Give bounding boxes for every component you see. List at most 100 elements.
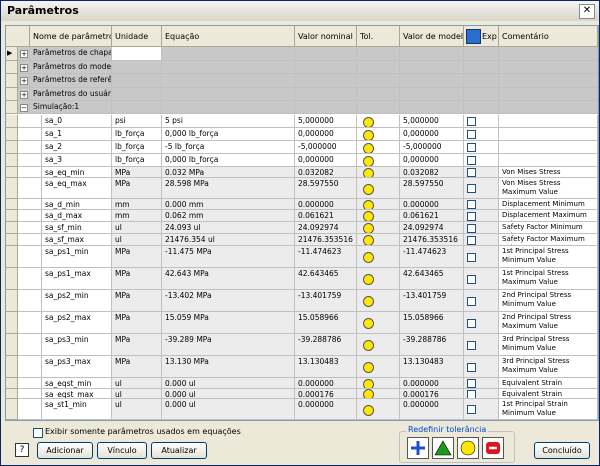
export-checkbox[interactable] xyxy=(467,117,476,126)
tolerance-cell[interactable] xyxy=(357,312,400,334)
export-checkbox[interactable] xyxy=(467,379,476,388)
parameter-name[interactable]: sa_eq_max xyxy=(42,178,112,199)
tolerance-cell[interactable] xyxy=(357,290,400,312)
export-checkbox[interactable] xyxy=(467,405,476,414)
export-cell[interactable] xyxy=(464,312,499,334)
expand-toggle[interactable]: + xyxy=(18,87,30,101)
export-checkbox[interactable] xyxy=(467,223,476,233)
tolerance-cell[interactable] xyxy=(357,378,400,389)
tolerance-cell[interactable] xyxy=(357,210,400,222)
close-button[interactable]: ✕ xyxy=(579,4,595,19)
expand-toggle[interactable]: − xyxy=(18,101,30,114)
tolerance-cell[interactable] xyxy=(357,154,400,167)
export-cell[interactable] xyxy=(464,378,499,389)
export-cell[interactable] xyxy=(464,389,499,399)
export-cell[interactable] xyxy=(464,199,499,210)
parameter-name[interactable]: sa_ps1_max xyxy=(42,268,112,290)
tolerance-cell[interactable] xyxy=(357,178,400,199)
export-checkbox[interactable] xyxy=(467,184,476,193)
parameter-name[interactable]: sa_ps1_min xyxy=(42,246,112,268)
parameter-name[interactable]: sa_ps2_min xyxy=(42,290,112,312)
checkbox[interactable] xyxy=(33,428,43,438)
parameter-name[interactable]: sa_3 xyxy=(42,154,112,167)
tolerance-cell[interactable] xyxy=(357,246,400,268)
expand-toggle[interactable]: + xyxy=(18,60,30,74)
parameter-name[interactable]: sa_2 xyxy=(42,141,112,154)
parameter-name[interactable]: sa_1 xyxy=(42,128,112,141)
tolerance-cell[interactable] xyxy=(357,222,400,234)
tolerance-cell[interactable] xyxy=(357,334,400,356)
tolerance-cell[interactable] xyxy=(357,389,400,399)
export-cell[interactable] xyxy=(464,268,499,290)
upper-tolerance-button[interactable] xyxy=(407,437,429,459)
tolerance-cell[interactable] xyxy=(357,234,400,246)
export-checkbox[interactable] xyxy=(467,296,476,306)
export-cell[interactable] xyxy=(464,167,499,178)
lower-tolerance-button[interactable] xyxy=(482,437,504,459)
tolerance-cell[interactable] xyxy=(357,141,400,154)
export-cell[interactable] xyxy=(464,210,499,222)
export-cell[interactable] xyxy=(464,128,499,141)
tolerance-cell[interactable] xyxy=(357,199,400,210)
export-checkbox[interactable] xyxy=(467,130,476,139)
equation-cell[interactable]: -5 lb_força xyxy=(162,141,295,154)
parameter-name[interactable]: sa_sf_max xyxy=(42,234,112,246)
export-cell[interactable] xyxy=(464,334,499,356)
parameter-name[interactable]: sa_sf_min xyxy=(42,222,112,234)
parameter-name[interactable]: sa_ps3_min xyxy=(42,334,112,356)
tolerance-cell[interactable] xyxy=(357,399,400,420)
unit-cell[interactable]: lb_força xyxy=(112,154,162,167)
export-checkbox[interactable] xyxy=(467,318,476,328)
tolerance-cell[interactable] xyxy=(357,128,400,141)
parameter-name[interactable]: sa_eqst_min xyxy=(42,378,112,389)
parameter-name[interactable]: sa_0 xyxy=(42,115,112,128)
parameter-name[interactable]: sa_d_min xyxy=(42,199,112,210)
export-cell[interactable] xyxy=(464,246,499,268)
export-checkbox[interactable] xyxy=(467,143,476,152)
parameter-name[interactable]: sa_eq_min xyxy=(42,167,112,178)
done-button[interactable]: Concluído xyxy=(534,442,590,459)
help-button[interactable]: ? xyxy=(15,443,29,457)
parameter-name[interactable]: sa_eqst_max xyxy=(42,389,112,399)
export-cell[interactable] xyxy=(464,115,499,128)
parameter-name[interactable]: sa_ps2_max xyxy=(42,312,112,334)
export-checkbox[interactable] xyxy=(467,156,476,165)
nominal-tolerance-button[interactable] xyxy=(457,437,479,459)
export-checkbox[interactable] xyxy=(467,211,476,221)
export-cell[interactable] xyxy=(464,141,499,154)
tolerance-cell[interactable] xyxy=(357,167,400,178)
equation-cell[interactable]: 0,000 lb_força xyxy=(162,128,295,141)
median-tolerance-button[interactable] xyxy=(432,437,454,459)
unit-cell[interactable]: lb_força xyxy=(112,141,162,154)
export-checkbox[interactable] xyxy=(467,235,476,245)
equation-cell[interactable]: 0,000 lb_força xyxy=(162,154,295,167)
export-checkbox[interactable] xyxy=(467,274,476,284)
parameter-name[interactable]: sa_ps3_max xyxy=(42,356,112,378)
export-cell[interactable] xyxy=(464,178,499,199)
parameter-name[interactable]: sa_d_max xyxy=(42,210,112,222)
equation-cell[interactable]: 5 psi xyxy=(162,115,295,128)
tolerance-cell[interactable] xyxy=(357,268,400,290)
unit-cell[interactable]: lb_força xyxy=(112,128,162,141)
export-checkbox[interactable] xyxy=(467,389,476,398)
expand-toggle[interactable]: + xyxy=(18,74,30,88)
tolerance-cell[interactable] xyxy=(357,115,400,128)
export-cell[interactable] xyxy=(464,154,499,167)
export-cell[interactable] xyxy=(464,222,499,234)
unit-cell[interactable]: psi xyxy=(112,115,162,128)
export-cell[interactable] xyxy=(464,356,499,378)
tolerance-cell[interactable] xyxy=(357,356,400,378)
export-checkbox[interactable] xyxy=(467,340,476,350)
parameter-name[interactable]: sa_st1_min xyxy=(42,399,112,420)
export-cell[interactable] xyxy=(464,290,499,312)
export-checkbox[interactable] xyxy=(467,200,476,209)
footer-button[interactable]: Atualizar xyxy=(151,442,207,459)
expand-toggle[interactable]: + xyxy=(18,47,30,61)
export-cell[interactable] xyxy=(464,399,499,420)
export-checkbox[interactable] xyxy=(467,168,476,177)
export-cell[interactable] xyxy=(464,234,499,246)
export-checkbox[interactable] xyxy=(467,252,476,262)
footer-button[interactable]: Adicionar xyxy=(37,442,93,459)
footer-button[interactable]: Vínculo xyxy=(97,442,147,459)
export-checkbox[interactable] xyxy=(467,362,476,372)
